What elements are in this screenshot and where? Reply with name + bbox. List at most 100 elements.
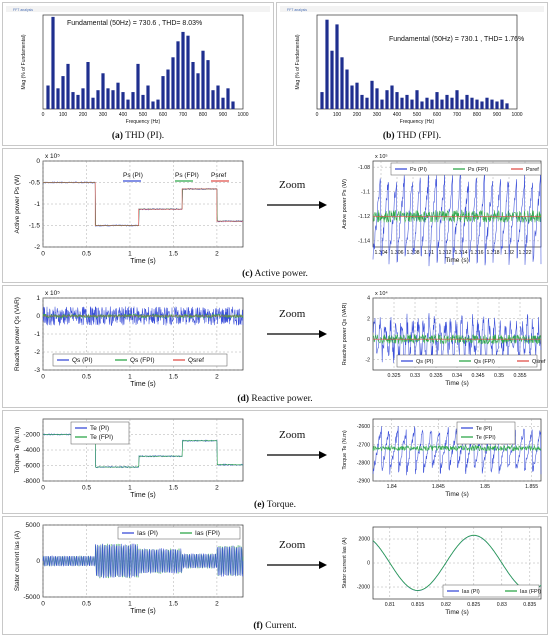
caption-b-text: THD (FPI). [396, 131, 442, 141]
zoom-arrow-d: Zoom [261, 308, 331, 348]
caption-a: (a) THD (PI). [3, 131, 273, 141]
thd-pi-panel: FFT analysis 0 100 200 300 400 500 600 700 800 900… [2, 2, 274, 146]
reactive-power-zoom-chart: 0.325 0.33 0.335 0.34 0.345 0.35 0.355 4 2 0 -2 x 1… [342, 290, 546, 387]
a-xtick-8: 800 [199, 112, 208, 118]
e-legend-label-1: Te (FPI) [90, 434, 113, 441]
b-bar-9 [365, 97, 369, 109]
active-power-zoom-chart: 1.304 1.306 1.308 1.31 1.312 1.314 1.316 1.318 1… [342, 153, 542, 267]
torque-chart: 0 0.5 1 1.5 2 -2000 -4000 -6000 -8000 Time (s) Tor… [14, 418, 244, 499]
b-bar-17 [405, 94, 409, 109]
b-bar-18 [410, 99, 414, 109]
e-zoom-series-1 [372, 444, 542, 452]
b-bar-5 [345, 69, 349, 109]
b-bar-29 [465, 94, 469, 109]
d-zoom-ylabel: Reactive power Qs (VAR) [342, 303, 348, 366]
c-xtick-0: 0 [41, 251, 45, 258]
f-series-0 [42, 543, 244, 579]
c-zoom-xlabel: Time (s) [445, 257, 469, 264]
zoom-label-f: Zoom [279, 539, 306, 551]
b-bar-10 [370, 80, 374, 109]
d-zoom-xlabel: Time (s) [445, 380, 469, 387]
a-xtick-5: 500 [139, 112, 148, 118]
b-ylabel: Mag (% of Fundamental) [295, 34, 301, 89]
c-zoom-ylabel: Active power Ps (W) [342, 179, 348, 229]
c-zoom-legend-label-2: Psref [526, 167, 539, 173]
d-ytick-0: 1 [36, 295, 40, 302]
f-zoom-ylabel: Stator current Ias (A) [342, 537, 348, 588]
d-zoom-exponent: x 10⁴ [375, 290, 388, 297]
a-xtick-4: 400 [119, 112, 128, 118]
a-ylabel: Mag (% of Fundamental) [21, 34, 27, 89]
d-zoom-xtick-5: 0.35 [494, 373, 504, 379]
a-bar-16 [126, 99, 130, 109]
a-bar-21 [151, 101, 155, 109]
c-zoom-ytick-0: -1.08 [358, 165, 370, 171]
b-bar-12 [380, 99, 384, 109]
caption-f-letter: (f) [253, 621, 263, 631]
zoom-arrow-c: Zoom [261, 179, 331, 219]
f-zoom-xtick-5: 0.835 [523, 602, 536, 608]
b-bar-34 [490, 99, 494, 109]
e-zoom-xtick-2: 1.85 [480, 484, 490, 490]
b-xtick-4: 400 [393, 112, 402, 118]
a-bar-7 [81, 88, 85, 109]
f-zoom-legend-box [442, 584, 540, 598]
d-zoom-xtick-2: 0.335 [430, 373, 443, 379]
d-ytick-3: -2 [34, 349, 40, 356]
caption-e: (e) Torque. [3, 500, 547, 510]
c-ytick-1: -0.5 [29, 180, 41, 187]
caption-e-letter: (e) [254, 500, 265, 510]
f-zoom-xtick-2: 0.82 [441, 602, 451, 608]
f-xtick-2: 1 [128, 601, 132, 608]
b-bar-2 [330, 50, 334, 109]
caption-f: (f) Current. [3, 621, 547, 631]
a-bar-0 [46, 85, 50, 109]
e-xlabel: Time (s) [130, 492, 155, 499]
a-bar-28 [186, 35, 190, 109]
d-zoom-legend-label-2: Qsref [532, 359, 546, 365]
f-ytick-0: 5000 [26, 522, 41, 529]
e-zoom-ylabel: Torque Te (N.m) [342, 430, 348, 469]
c-ytick-2: -1 [34, 201, 40, 208]
e-zoom-ytick-3: -2900 [357, 479, 370, 485]
b-bar-14 [390, 85, 394, 109]
a-xtick-10: 1000 [237, 112, 248, 118]
a-bar-19 [141, 94, 145, 109]
a-bar-27 [181, 31, 185, 110]
a-xtick-0: 0 [42, 112, 45, 118]
f-zoom-series-1 [372, 534, 542, 591]
a-bar-30 [196, 73, 200, 109]
zoom-arrow-f: Zoom [261, 539, 331, 579]
d-zoom-xtick-0: 0.325 [388, 373, 401, 379]
f-zoom-xtick-0: 0.81 [385, 602, 395, 608]
c-xtick-4: 2 [215, 251, 219, 258]
zoom-label-d: Zoom [279, 308, 306, 320]
d-zoom-ytick-0: 4 [367, 296, 370, 302]
torque-zoom-chart: 1.84 1.845 1.85 1.855 -2600 -2700 -2800 -2900 Te… [342, 418, 542, 498]
caption-c: (c) Active power. [3, 269, 547, 279]
d-ylabel: Reactive power Qs (VAR) [14, 297, 21, 371]
d-xtick-2: 1 [128, 374, 132, 381]
thd-pi-chart: FFT analysis 0 100 200 300 400 500 600 700 800 900… [6, 6, 270, 125]
f-zoom-ytick-0: 2000 [358, 537, 370, 543]
c-xtick-3: 1.5 [169, 251, 178, 258]
d-xtick-0: 0 [41, 374, 45, 381]
b-xtick-6: 600 [433, 112, 442, 118]
a-xlabel: Frequency (Hz) [126, 119, 161, 125]
c-zoom-legend: Ps (PI) Ps (FPI) Psref [390, 162, 542, 176]
thd-fpi-panel: FFT analysis 0 100 200 300 400 500 600 700 800 900… [276, 2, 548, 146]
e-zoom-ytick-1: -2700 [357, 442, 370, 448]
d-xtick-3: 1.5 [169, 374, 178, 381]
b-bar-19 [415, 90, 419, 109]
a-bar-26 [176, 41, 180, 109]
d-zoom-legend: Qs (PI) Qs (FPI) Qsref [396, 354, 546, 368]
b-annotation: Fundamental (50Hz) = 730.1 , THD= 1.76% [389, 36, 524, 43]
current-panel: 0 0.5 1 1.5 2 5000 0 -5000 Ias (PI) Ias (FPI) Time… [2, 516, 548, 635]
b-bar-6 [350, 85, 354, 109]
b-bar-23 [435, 92, 439, 109]
a-window-titlebar [6, 6, 270, 12]
caption-e-text: Torque. [266, 500, 296, 510]
caption-f-text: Current. [265, 621, 297, 631]
a-bar-29 [191, 62, 195, 109]
reactive-power-chart: 0 0.5 1 1.5 2 1 0 -1 -2 -3 x 10⁵ Qs (PI) Qs (FPI) Qsr… [14, 290, 244, 388]
